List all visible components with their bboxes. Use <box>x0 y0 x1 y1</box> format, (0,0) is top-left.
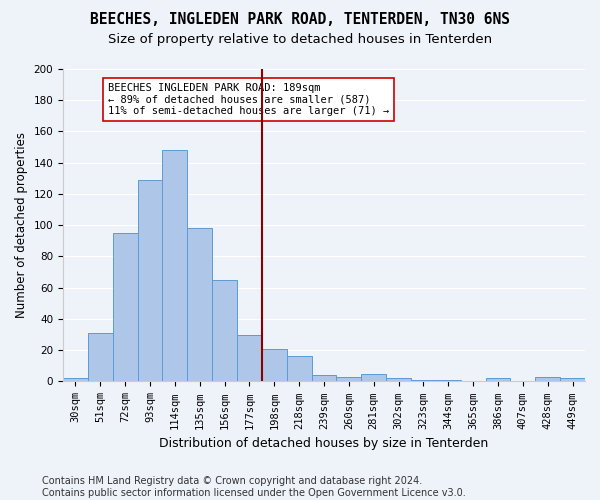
Bar <box>411 380 436 382</box>
Bar <box>163 150 187 382</box>
Text: Size of property relative to detached houses in Tenterden: Size of property relative to detached ho… <box>108 32 492 46</box>
Bar <box>212 280 237 382</box>
Bar <box>63 378 88 382</box>
Bar <box>361 374 386 382</box>
Bar <box>187 228 212 382</box>
Bar <box>113 233 137 382</box>
Text: Contains HM Land Registry data © Crown copyright and database right 2024.
Contai: Contains HM Land Registry data © Crown c… <box>42 476 466 498</box>
Bar <box>137 180 163 382</box>
Bar <box>237 334 262 382</box>
Bar <box>337 377 361 382</box>
Bar <box>485 378 511 382</box>
Bar <box>311 375 337 382</box>
Bar <box>88 333 113 382</box>
Text: BEECHES INGLEDEN PARK ROAD: 189sqm
← 89% of detached houses are smaller (587)
11: BEECHES INGLEDEN PARK ROAD: 189sqm ← 89%… <box>108 83 389 116</box>
X-axis label: Distribution of detached houses by size in Tenterden: Distribution of detached houses by size … <box>160 437 488 450</box>
Bar <box>262 348 287 382</box>
Text: BEECHES, INGLEDEN PARK ROAD, TENTERDEN, TN30 6NS: BEECHES, INGLEDEN PARK ROAD, TENTERDEN, … <box>90 12 510 28</box>
Bar <box>535 377 560 382</box>
Bar <box>560 378 585 382</box>
Bar <box>436 380 461 382</box>
Bar <box>386 378 411 382</box>
Y-axis label: Number of detached properties: Number of detached properties <box>15 132 28 318</box>
Bar <box>287 356 311 382</box>
